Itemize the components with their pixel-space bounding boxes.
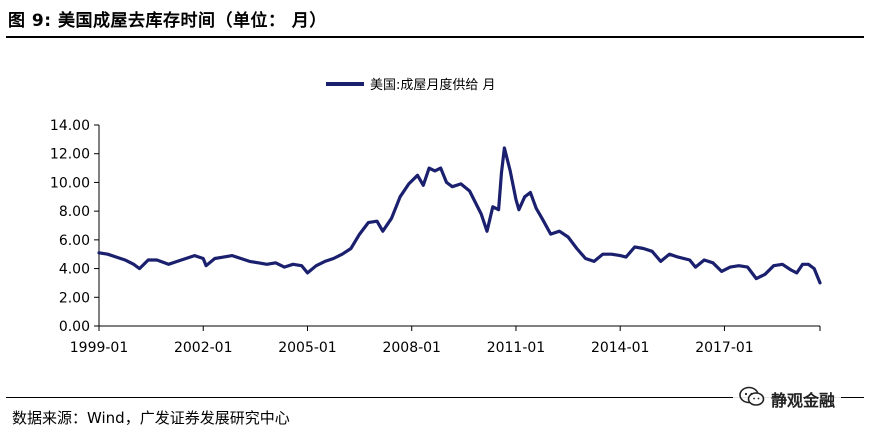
x-tick-label: 2008-01 <box>382 340 441 356</box>
legend-label: 美国:成屋月度供给 月 <box>370 77 496 93</box>
y-tick-label: 6.00 <box>59 233 90 249</box>
y-tick-label: 10.00 <box>50 175 90 191</box>
y-tick-label: 4.00 <box>59 262 90 278</box>
x-tick-label: 2002-01 <box>174 340 233 356</box>
x-tick-label: 2011-01 <box>487 340 546 356</box>
series-line <box>97 146 822 285</box>
y-axis: 0.00 2.00 4.00 6.00 8.00 10.00 12.00 14.00 <box>50 118 100 335</box>
watermark: 静观金融 <box>733 384 842 414</box>
x-tick-label: 2017-01 <box>695 340 754 356</box>
x-axis: 1999-01 2002-01 2005-01 2008-01 2011-01 2014-… <box>70 325 821 356</box>
title-rule <box>6 36 864 38</box>
source-rule <box>6 397 864 398</box>
y-tick-label: 12.00 <box>50 147 90 163</box>
legend: 美国:成屋月度供给 月 <box>326 77 496 93</box>
source-note: 数据来源：Wind，广发证券发展研究中心 <box>12 409 290 427</box>
wechat-icon <box>739 386 765 412</box>
y-tick-label: 2.00 <box>59 290 90 306</box>
line-chart: 美国:成屋月度供给 月 0.00 2.00 4.00 6.00 8.00 10.00 12.… <box>50 77 822 356</box>
x-tick-label: 2005-01 <box>278 340 337 356</box>
x-tick-label: 1999-01 <box>70 340 129 356</box>
figure-title: 图 9: 美国成屋去库存时间（单位： 月） <box>8 11 327 31</box>
y-tick-label: 0.00 <box>59 319 90 335</box>
x-tick-label: 2014-01 <box>591 340 650 356</box>
y-tick-label: 8.00 <box>59 204 90 220</box>
watermark-text: 静观金融 <box>771 391 836 410</box>
y-tick-label: 14.00 <box>50 118 90 134</box>
